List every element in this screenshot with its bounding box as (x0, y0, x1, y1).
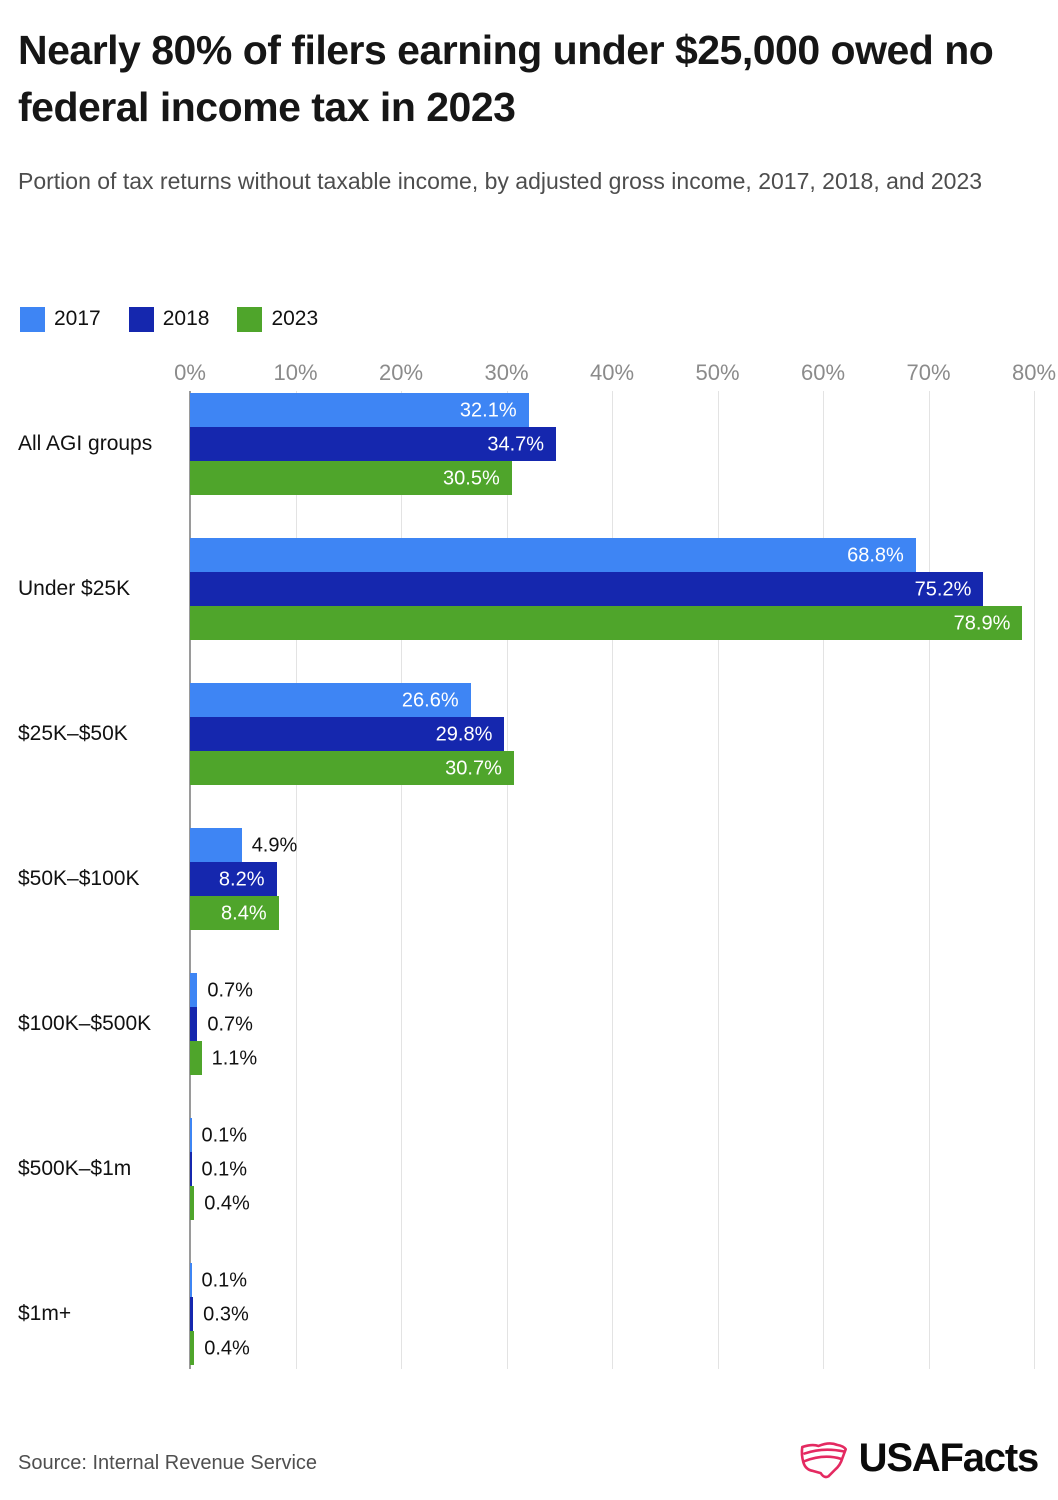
bar-2018 (190, 717, 505, 751)
legend-swatch (20, 306, 45, 332)
category-label: All AGI groups (18, 432, 153, 455)
value-label: 1.1% (211, 1047, 258, 1070)
chart-subtitle: Portion of tax returns without taxable i… (18, 168, 983, 194)
gridline (506, 391, 508, 1369)
usafacts-logo-text: USAFacts (858, 1436, 1040, 1480)
category-label: $100K–$500K (18, 1012, 152, 1035)
value-label: 0.1% (201, 1158, 248, 1181)
value-label: 8.2% (218, 868, 265, 891)
legend-item-2017: 2017 (20, 306, 101, 332)
x-tick-label: 10% (273, 360, 318, 385)
category-label: $25K–$50K (18, 722, 128, 745)
bar-chart: 0% 10% 20% 30% 40% 50% 60% 70% 80% All AGI group… (0, 355, 1058, 1380)
legend-swatch (128, 306, 154, 332)
value-label: 0.4% (204, 1337, 250, 1360)
bar-2017 (190, 1263, 192, 1297)
value-label: 30.5% (443, 467, 500, 490)
bar-2023 (190, 896, 279, 930)
value-label: 30.7% (445, 757, 502, 780)
category-label: $500K–$1m (18, 1157, 132, 1180)
legend-label: 2023 (271, 307, 319, 330)
category-label: $1m+ (18, 1302, 72, 1325)
x-tick-label: 40% (589, 360, 635, 385)
value-label: 8.4% (221, 902, 267, 925)
bar-2017 (190, 973, 198, 1007)
usafacts-logo-icon (800, 1441, 847, 1478)
legend-label: 2018 (162, 307, 210, 330)
bar-2017 (190, 538, 916, 572)
legend-swatch (237, 306, 263, 332)
bar-2018 (190, 1152, 192, 1186)
bar-2017 (190, 1118, 192, 1152)
bar-2018 (190, 862, 277, 896)
legend-item-2018: 2018 (128, 306, 210, 332)
legend-label: 2017 (54, 307, 101, 330)
gridline (295, 391, 297, 1369)
category-label: Under $25K (18, 577, 131, 600)
category-label: $50K–$100K (18, 867, 140, 890)
x-tick-label: 60% (800, 360, 846, 385)
bar-2023 (190, 461, 512, 495)
value-label: 0.1% (201, 1124, 248, 1147)
bar-2017 (190, 393, 529, 427)
usafacts-logo: USAFacts (799, 1436, 1040, 1481)
page-title: Nearly 80% of filers earning under $25,0… (18, 27, 994, 130)
source-note: Source: Internal Revenue Service (18, 1452, 318, 1474)
x-tick-label: 50% (695, 360, 740, 385)
value-label: 0.7% (207, 1013, 253, 1036)
gridline (1034, 391, 1035, 1369)
bar-2018 (190, 1007, 198, 1041)
plot-area: All AGI groups 32.1% 34.7% 30.5% Under $25K 6… (0, 391, 1058, 1369)
legend-item-2023: 2023 (237, 306, 319, 332)
gridline (823, 391, 824, 1369)
value-label: 32.1% (459, 399, 517, 422)
x-tick-label: 0% (174, 360, 206, 385)
x-tick-label: 80% (1011, 360, 1057, 385)
bar-2018 (190, 427, 557, 461)
gridline (401, 391, 402, 1369)
gridline (928, 391, 930, 1369)
bar-2023 (190, 606, 1023, 640)
value-label: 0.3% (203, 1303, 249, 1326)
bar-2023 (190, 751, 514, 785)
gridline (717, 391, 719, 1369)
value-label: 4.9% (251, 834, 298, 857)
value-label: 68.8% (847, 544, 904, 567)
chart-legend: 2017 2018 2023 (20, 305, 346, 333)
value-label: 0.7% (207, 979, 253, 1002)
bar-2023 (190, 1186, 195, 1220)
value-label: 29.8% (435, 723, 493, 746)
value-label: 34.7% (487, 433, 545, 456)
gridline (612, 391, 613, 1369)
x-tick-label: 30% (484, 360, 529, 385)
x-tick-label: 70% (906, 360, 951, 385)
bar-2018 (190, 572, 984, 606)
value-label: 78.9% (953, 612, 1011, 635)
bar-2017 (190, 683, 471, 717)
x-tick-label: 20% (378, 360, 424, 385)
value-label: 0.1% (201, 1269, 248, 1292)
bar-2017 (190, 828, 242, 862)
bar-2018 (190, 1297, 194, 1331)
value-label: 0.4% (204, 1192, 250, 1215)
value-label: 26.6% (401, 689, 459, 712)
bar-2023 (190, 1041, 202, 1075)
bar-2023 (190, 1331, 195, 1365)
value-label: 75.2% (914, 578, 972, 601)
